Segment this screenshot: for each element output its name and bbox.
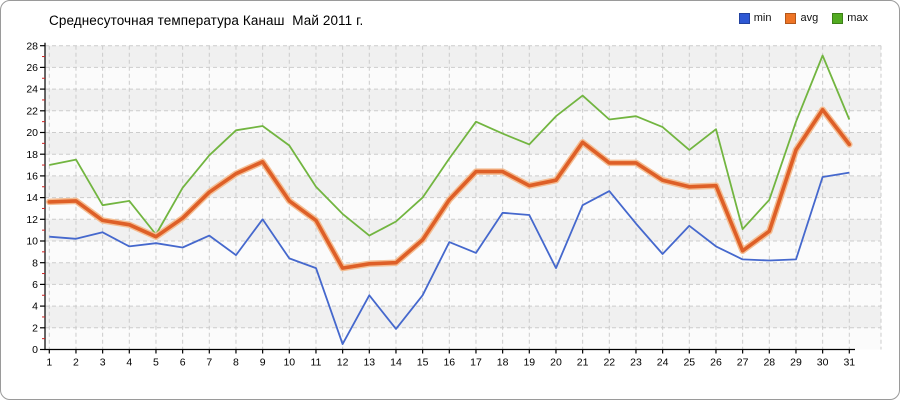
- x-tick-label: 16: [443, 357, 455, 369]
- legend-item-avg: avg: [785, 12, 818, 24]
- legend-label-min: min: [753, 12, 772, 24]
- x-tick-label: 26: [710, 357, 722, 369]
- x-tick-label: 12: [337, 357, 349, 369]
- y-tick-label: 22: [26, 105, 38, 117]
- x-tick-label: 30: [817, 357, 829, 369]
- x-tick-label: 3: [100, 357, 106, 369]
- max-series-swatch-icon: [832, 12, 844, 24]
- y-tick-label: 12: [26, 214, 38, 226]
- x-tick-label: 24: [657, 357, 669, 369]
- x-tick-label: 9: [260, 357, 266, 369]
- avg-series-line: [47, 107, 852, 270]
- y-tick-label: 0: [32, 344, 38, 356]
- x-tick-label: 28: [763, 357, 775, 369]
- x-tick-label: 29: [790, 357, 802, 369]
- x-tick-label: 6: [180, 357, 186, 369]
- y-tick-label: 6: [32, 279, 38, 291]
- legend-label-max: max: [847, 12, 868, 24]
- x-tick-label: 7: [206, 357, 212, 369]
- x-tick-label: 25: [683, 357, 695, 369]
- plot-band: [45, 89, 881, 111]
- legend-item-min: min: [738, 12, 772, 24]
- x-tick-label: 14: [390, 357, 402, 369]
- plot-band: [45, 262, 881, 285]
- x-tick-label: 21: [577, 357, 589, 369]
- plot-band: [45, 306, 881, 328]
- x-tick-label: 5: [153, 357, 159, 369]
- x-tick-label: 23: [630, 357, 642, 369]
- legend: min avg max: [738, 12, 868, 24]
- x-tick-label: 13: [363, 357, 375, 369]
- max-series-line: [49, 54, 851, 237]
- x-tick-label: 20: [550, 357, 562, 369]
- min-series-line: [49, 171, 850, 346]
- y-tick-label: 28: [26, 40, 38, 52]
- x-tick-label: 17: [470, 357, 482, 369]
- x-tick-label: 10: [283, 357, 295, 369]
- x-tick-label: 19: [523, 357, 535, 369]
- y-tick-label: 8: [32, 257, 38, 269]
- plot-band: [45, 132, 881, 155]
- y-tick-label: 16: [26, 171, 38, 183]
- x-tick-label: 31: [843, 357, 855, 369]
- x-tick-label: 1: [46, 357, 52, 369]
- x-tick-label: 2: [73, 357, 79, 369]
- y-tick-label: 14: [26, 192, 38, 204]
- min-series-swatch-icon: [738, 12, 750, 24]
- y-tick-label: 20: [26, 127, 38, 139]
- chart-title: Среднесуточная температура Канаш Май 201…: [49, 13, 364, 28]
- plot-band: [45, 45, 881, 68]
- y-tick-label: 4: [32, 301, 38, 313]
- x-tick-label: 11: [311, 357, 322, 369]
- x-tick-label: 18: [497, 357, 509, 369]
- legend-label-avg: avg: [800, 12, 819, 24]
- x-tick-label: 27: [737, 357, 749, 369]
- y-tick-label: 10: [26, 236, 38, 248]
- plot-band: [45, 219, 881, 241]
- x-tick-label: 4: [126, 357, 132, 369]
- x-tick-label: 8: [233, 357, 239, 369]
- legend-item-max: max: [832, 12, 868, 24]
- avg-series-swatch-icon: [785, 12, 797, 24]
- y-tick-label: 24: [26, 84, 38, 96]
- y-tick-label: 2: [32, 322, 38, 334]
- y-tick-label: 26: [26, 62, 38, 74]
- x-tick-label: 22: [603, 357, 615, 369]
- x-tick-label: 15: [417, 357, 429, 369]
- y-tick-label: 18: [26, 149, 38, 161]
